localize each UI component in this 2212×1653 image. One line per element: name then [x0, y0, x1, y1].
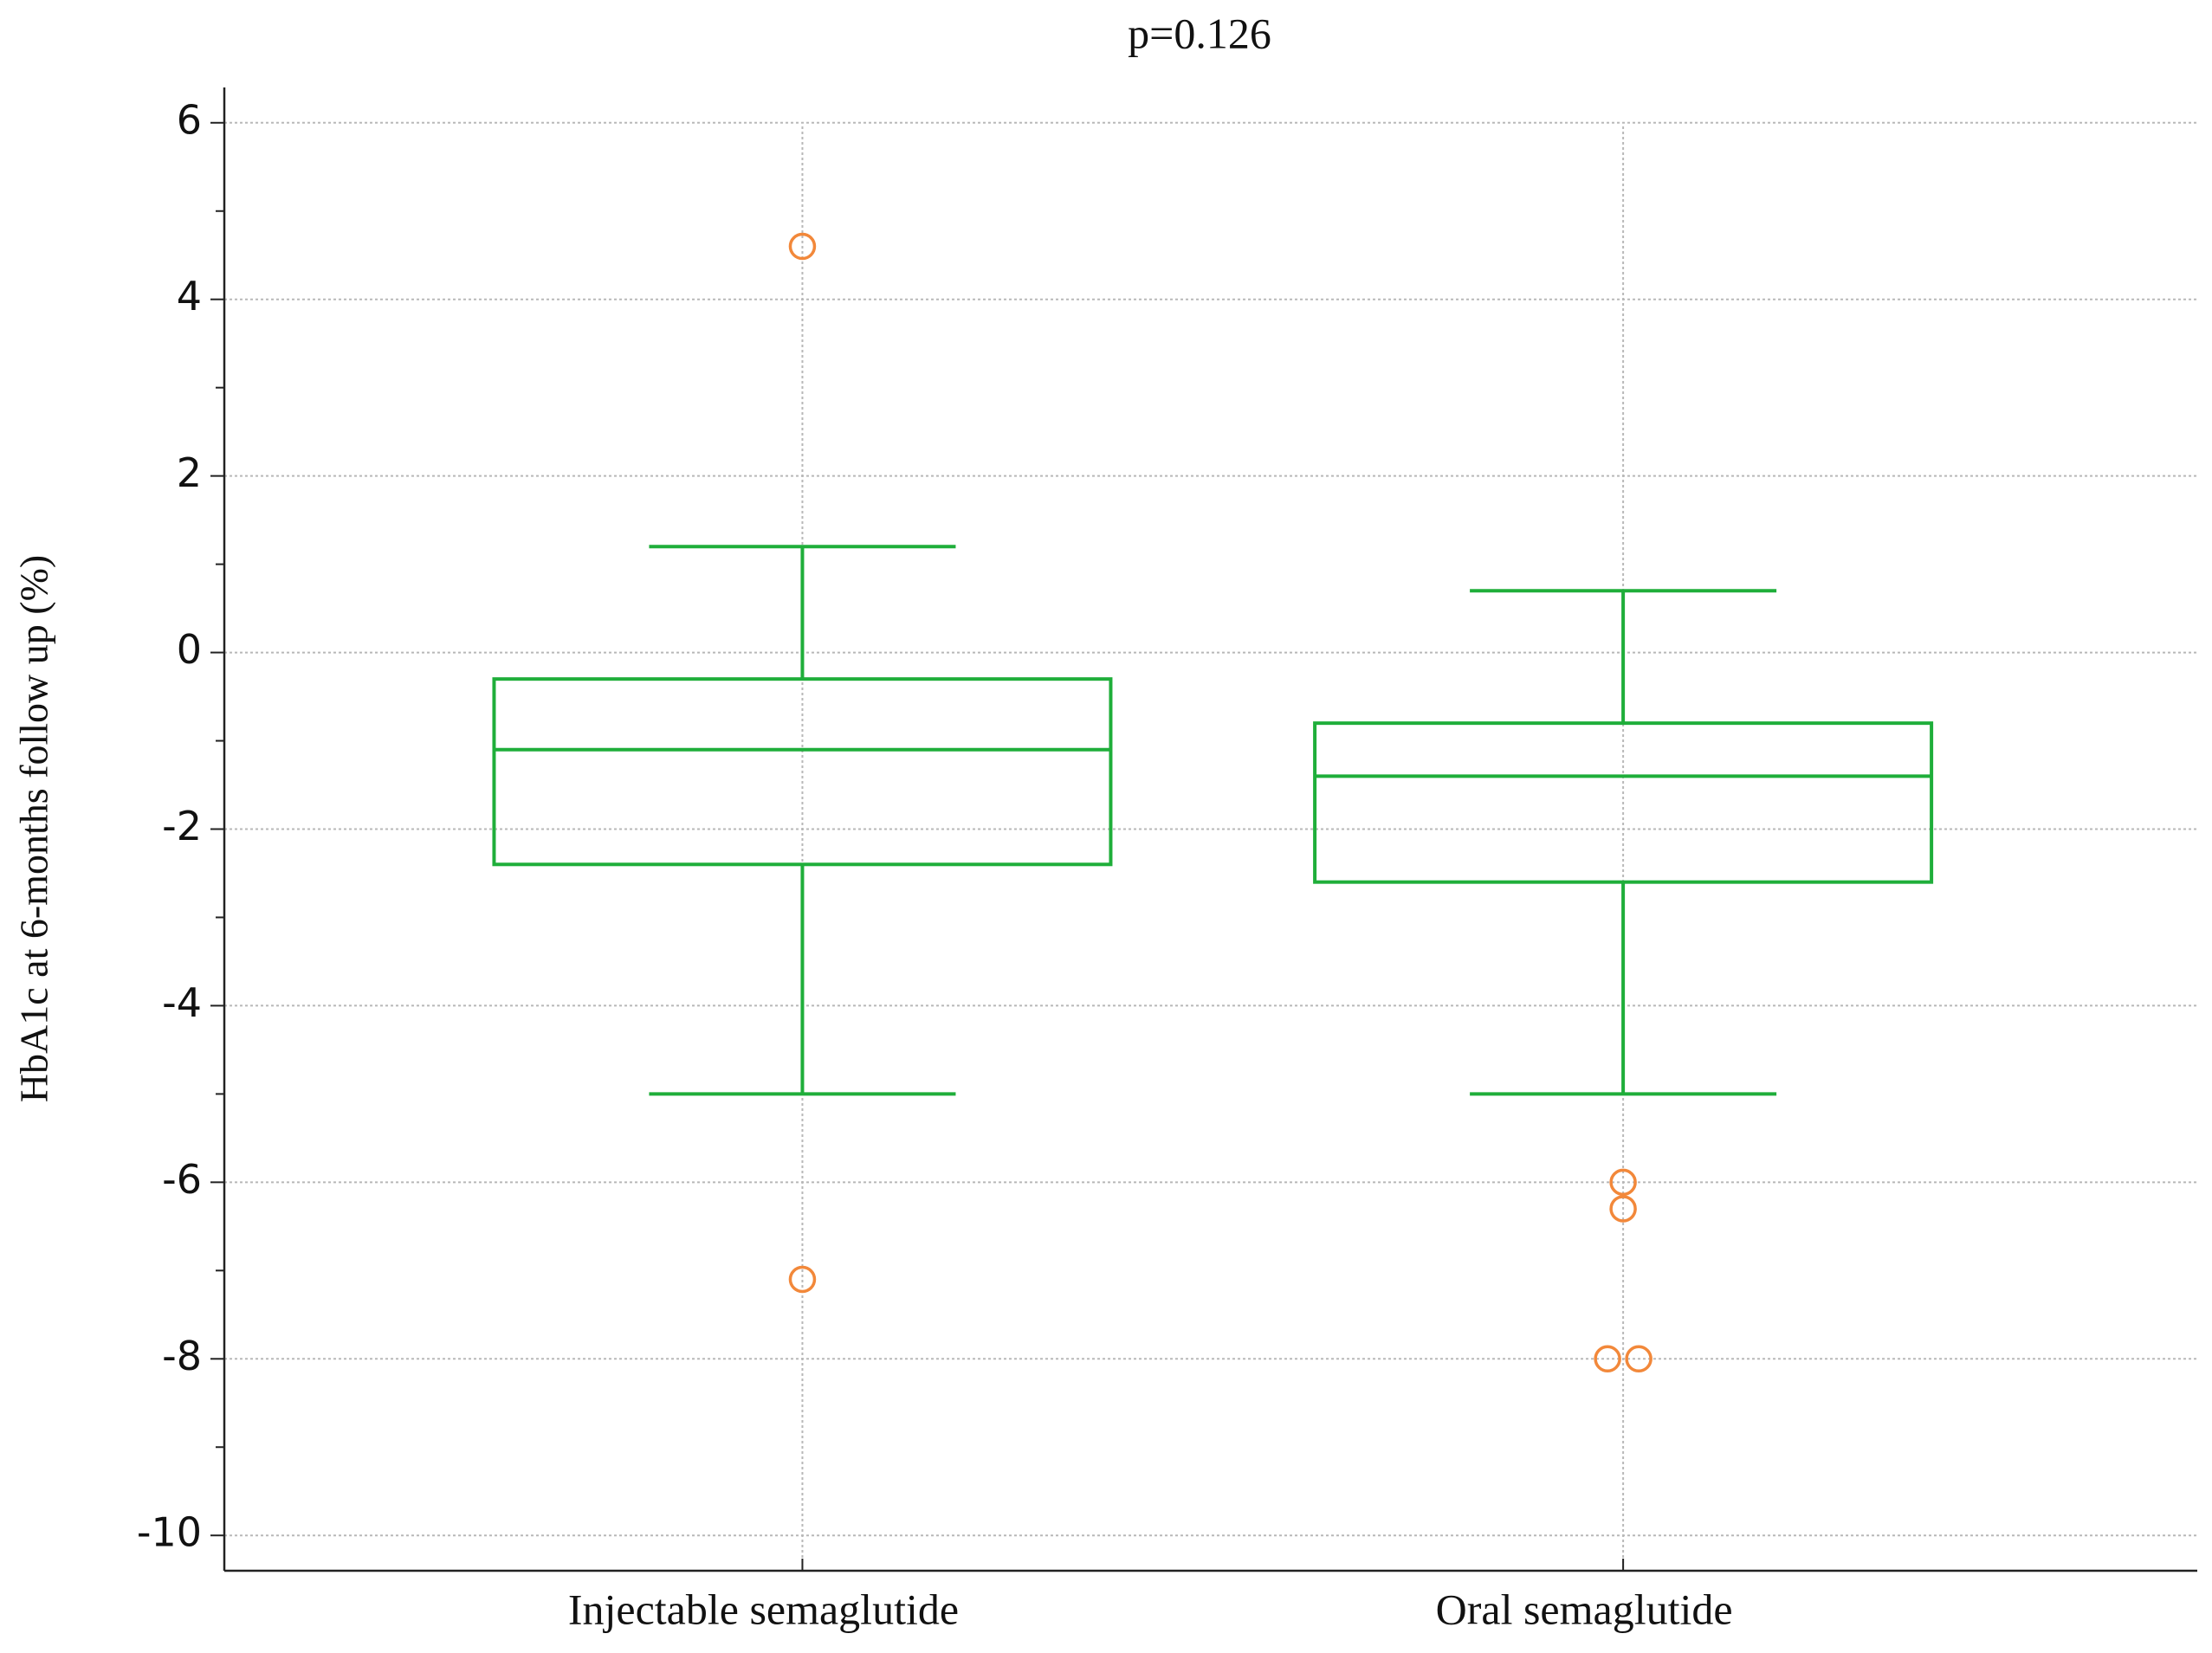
outlier — [1625, 1345, 1653, 1373]
y-tick-label: -8 — [162, 1333, 202, 1379]
chart-title: p=0.126 — [1128, 9, 1271, 57]
y-tick-label: -2 — [162, 803, 202, 849]
outlier — [1609, 1168, 1637, 1197]
outlier — [788, 1265, 817, 1294]
x-tick-label: Injectable semaglutide — [568, 1585, 959, 1633]
y-tick-label: -6 — [162, 1156, 202, 1203]
y-tick-label: 6 — [177, 96, 202, 143]
y-axis-label: HbA1c at 6-months follow up (%) — [12, 555, 56, 1102]
box — [492, 677, 1113, 867]
box — [1313, 721, 1934, 884]
outlier — [788, 232, 817, 261]
outlier — [1594, 1345, 1621, 1373]
y-tick-label: 4 — [177, 273, 202, 320]
y-tick-label: -4 — [162, 979, 202, 1026]
x-tick-label: Oral semaglutide — [1436, 1585, 1733, 1633]
outlier — [1609, 1195, 1637, 1223]
y-tick-label: 0 — [177, 626, 202, 673]
y-tick-label: 2 — [177, 449, 202, 496]
y-tick-label: -10 — [137, 1509, 202, 1556]
